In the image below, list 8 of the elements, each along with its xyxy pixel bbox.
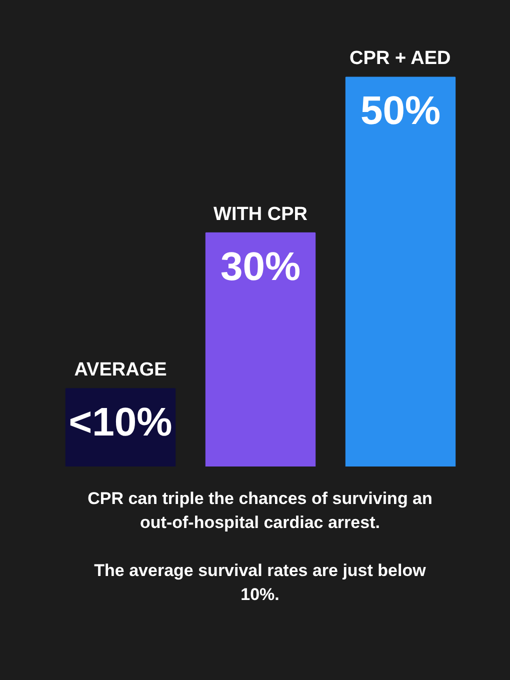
x-tick-label: AVERAGE (74, 360, 167, 381)
x-tick-label: WITH CPR (214, 204, 308, 225)
text: The average survival rates are just below 10%. (94, 561, 426, 604)
text: CPR can triple the chances of surviving an out-of-hospital cardiac arrest. (88, 489, 432, 532)
data-label: 50% (360, 89, 441, 134)
x-tick-label: CPR + AED (350, 48, 451, 70)
data-label: <10% (68, 400, 172, 445)
data-label: 30% (220, 244, 301, 289)
